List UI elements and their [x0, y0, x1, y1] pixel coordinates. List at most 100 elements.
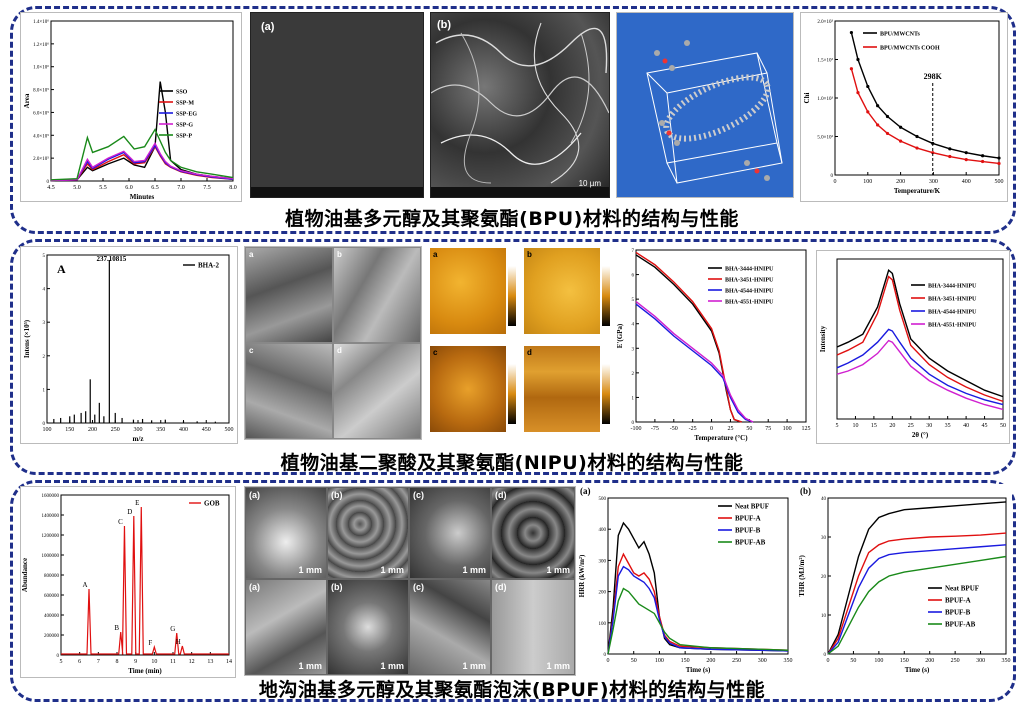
dma-chart: -100 -75 -50 -25 0 25 50 75 100 125 0 1 2 3 4 5 6 7 Temper…	[616, 249, 811, 442]
x-tick-label: 15	[871, 423, 877, 429]
x-tick-label: 35	[945, 423, 951, 429]
sem-cell-b: b	[334, 248, 420, 342]
x-tick-label: 7.5	[203, 185, 211, 191]
legend-label: BPU/MWCNTs COOH	[880, 46, 940, 52]
x-tick-label: 5	[836, 423, 839, 429]
x-axis-label: Temperature (°C)	[694, 434, 748, 442]
sem-cell-d: d	[334, 344, 420, 438]
sem-cell-b-label: b	[337, 250, 342, 259]
afm-cell-c-label: c	[433, 348, 438, 357]
y-axis-label: Intens (×10⁵)	[23, 319, 31, 358]
y-tick-label: 6.0×10⁵	[33, 110, 49, 116]
legend-label: BPUF-A	[735, 515, 761, 523]
x-tick-label: 300	[929, 179, 938, 185]
x-tick-label: 12	[189, 659, 195, 665]
x-tick-label: 250	[951, 658, 960, 664]
row1-frame	[10, 6, 1016, 234]
x-tick-label: -100	[631, 426, 642, 432]
x-tick-label: 300	[976, 658, 985, 664]
x-tick-label: 6.5	[151, 185, 159, 191]
y-tick-label: 10	[821, 614, 827, 619]
x-tick-label: 45	[982, 423, 988, 429]
x-tick-label: 500	[995, 179, 1004, 185]
xrd-panel: 5 10 15 20 25 30 35 40 45 50 2θ (°) Intensity BHA-34…	[816, 250, 1010, 444]
x-tick-label: 500	[225, 427, 234, 433]
gcms-trace	[61, 506, 229, 655]
afm-scalebar-d	[602, 364, 610, 424]
y-tick-label: 1.2×10⁶	[33, 42, 49, 48]
data-point	[997, 161, 1001, 166]
x-tick-label: 25	[908, 423, 914, 429]
data-point	[931, 151, 935, 155]
x-tick-label: -75	[651, 426, 659, 432]
y-tick-label: 300	[599, 559, 607, 564]
plot-frame	[607, 497, 789, 655]
peak-label-E: E	[135, 499, 139, 507]
data-point	[964, 158, 968, 162]
foam-bottom-b-label: (b)	[331, 582, 343, 592]
x-tick-label: 350	[156, 427, 165, 433]
legend-label: BHA-4551-HNIPU	[928, 323, 977, 329]
afm-scalebar-b	[602, 266, 610, 326]
y-tick-label: 8.0×10⁵	[33, 88, 49, 94]
peak-label-A: A	[82, 581, 87, 589]
foam-bottom-b: (b) 1 mm	[328, 580, 408, 674]
legend-label: BPU/MWCNTs	[880, 32, 920, 38]
x-tick-label: 9	[134, 659, 137, 665]
y-tick-label: 2	[43, 355, 46, 360]
data-point	[948, 154, 952, 159]
legend-label: BHA-2	[198, 262, 220, 270]
sem-cell-d-label: d	[337, 346, 342, 355]
x-tick-label: 14	[226, 659, 232, 665]
y-tick-label: 200000	[44, 634, 60, 639]
y-tick-label: 1.0×10³	[817, 96, 833, 102]
foam-bottom-d-label: (d)	[495, 582, 507, 592]
y-tick-label: 400000	[44, 614, 60, 619]
y-tick-label: 4.0×10⁵	[33, 133, 49, 139]
plot-frame	[50, 20, 234, 182]
sem-b-label: (b)	[437, 19, 452, 31]
y-axis-label: Intensity	[819, 325, 827, 352]
sem-cell-a: a	[246, 248, 332, 342]
data-point	[885, 114, 890, 119]
x-tick-label: 300	[758, 658, 767, 664]
series-line-BHA-4551-HNIPU	[836, 339, 1004, 411]
x-tick-label: 150	[65, 427, 74, 433]
x-tick-label: 450	[202, 427, 211, 433]
afm-scalebar-c	[508, 364, 516, 424]
sem-cell-c: c	[246, 344, 332, 438]
y-tick-label: 1000000	[42, 554, 60, 559]
x-tick-label: 30	[926, 423, 932, 429]
plot-frame	[60, 494, 230, 656]
foam-bottom-b-scale: 1 mm	[380, 661, 404, 671]
y-tick-label: 0	[604, 653, 607, 658]
foam-bottom-a: (a) 1 mm	[246, 580, 326, 674]
y-tick-label: 4	[632, 323, 635, 328]
x-tick-label: 25	[727, 426, 733, 432]
plot-frame	[46, 254, 230, 424]
data-point	[856, 57, 860, 62]
chi-chart: 0 100 200 300 400 500 0 5.0×10² 1.0×10³ 1.5×10³ 2.…	[803, 19, 1004, 195]
afm-cell-d: d	[524, 346, 600, 432]
y-tick-label: 0	[47, 180, 50, 185]
data-point	[876, 104, 880, 108]
x-tick-label: 8.0	[229, 185, 237, 191]
afm-cell-b-label: b	[527, 250, 532, 259]
y-tick-label: 1400000	[42, 514, 60, 519]
data-point	[849, 30, 853, 35]
series-line-BPUF-A	[827, 532, 1007, 655]
data-point	[866, 110, 870, 114]
x-tick-label: -50	[670, 426, 678, 432]
y-tick-label: 20	[821, 575, 827, 580]
thr-chart: 0 50 100 150 200 250 300 350 0 10 20 30 40 Time (s) TH…	[798, 486, 1011, 674]
y-axis-label: Chi	[803, 93, 811, 104]
x-tick-label: 125	[802, 426, 811, 432]
y-tick-label: 400	[599, 528, 607, 533]
legend-label: Neat BPUF	[735, 503, 769, 511]
series-line-BPUF-B	[827, 544, 1007, 655]
y-tick-label: 6	[632, 274, 635, 279]
series-line-SSP-G	[50, 141, 234, 182]
legend-label: BPUF-AB	[735, 539, 766, 547]
x-tick-label: 50	[1000, 423, 1006, 429]
x-tick-label: 7.0	[177, 185, 185, 191]
